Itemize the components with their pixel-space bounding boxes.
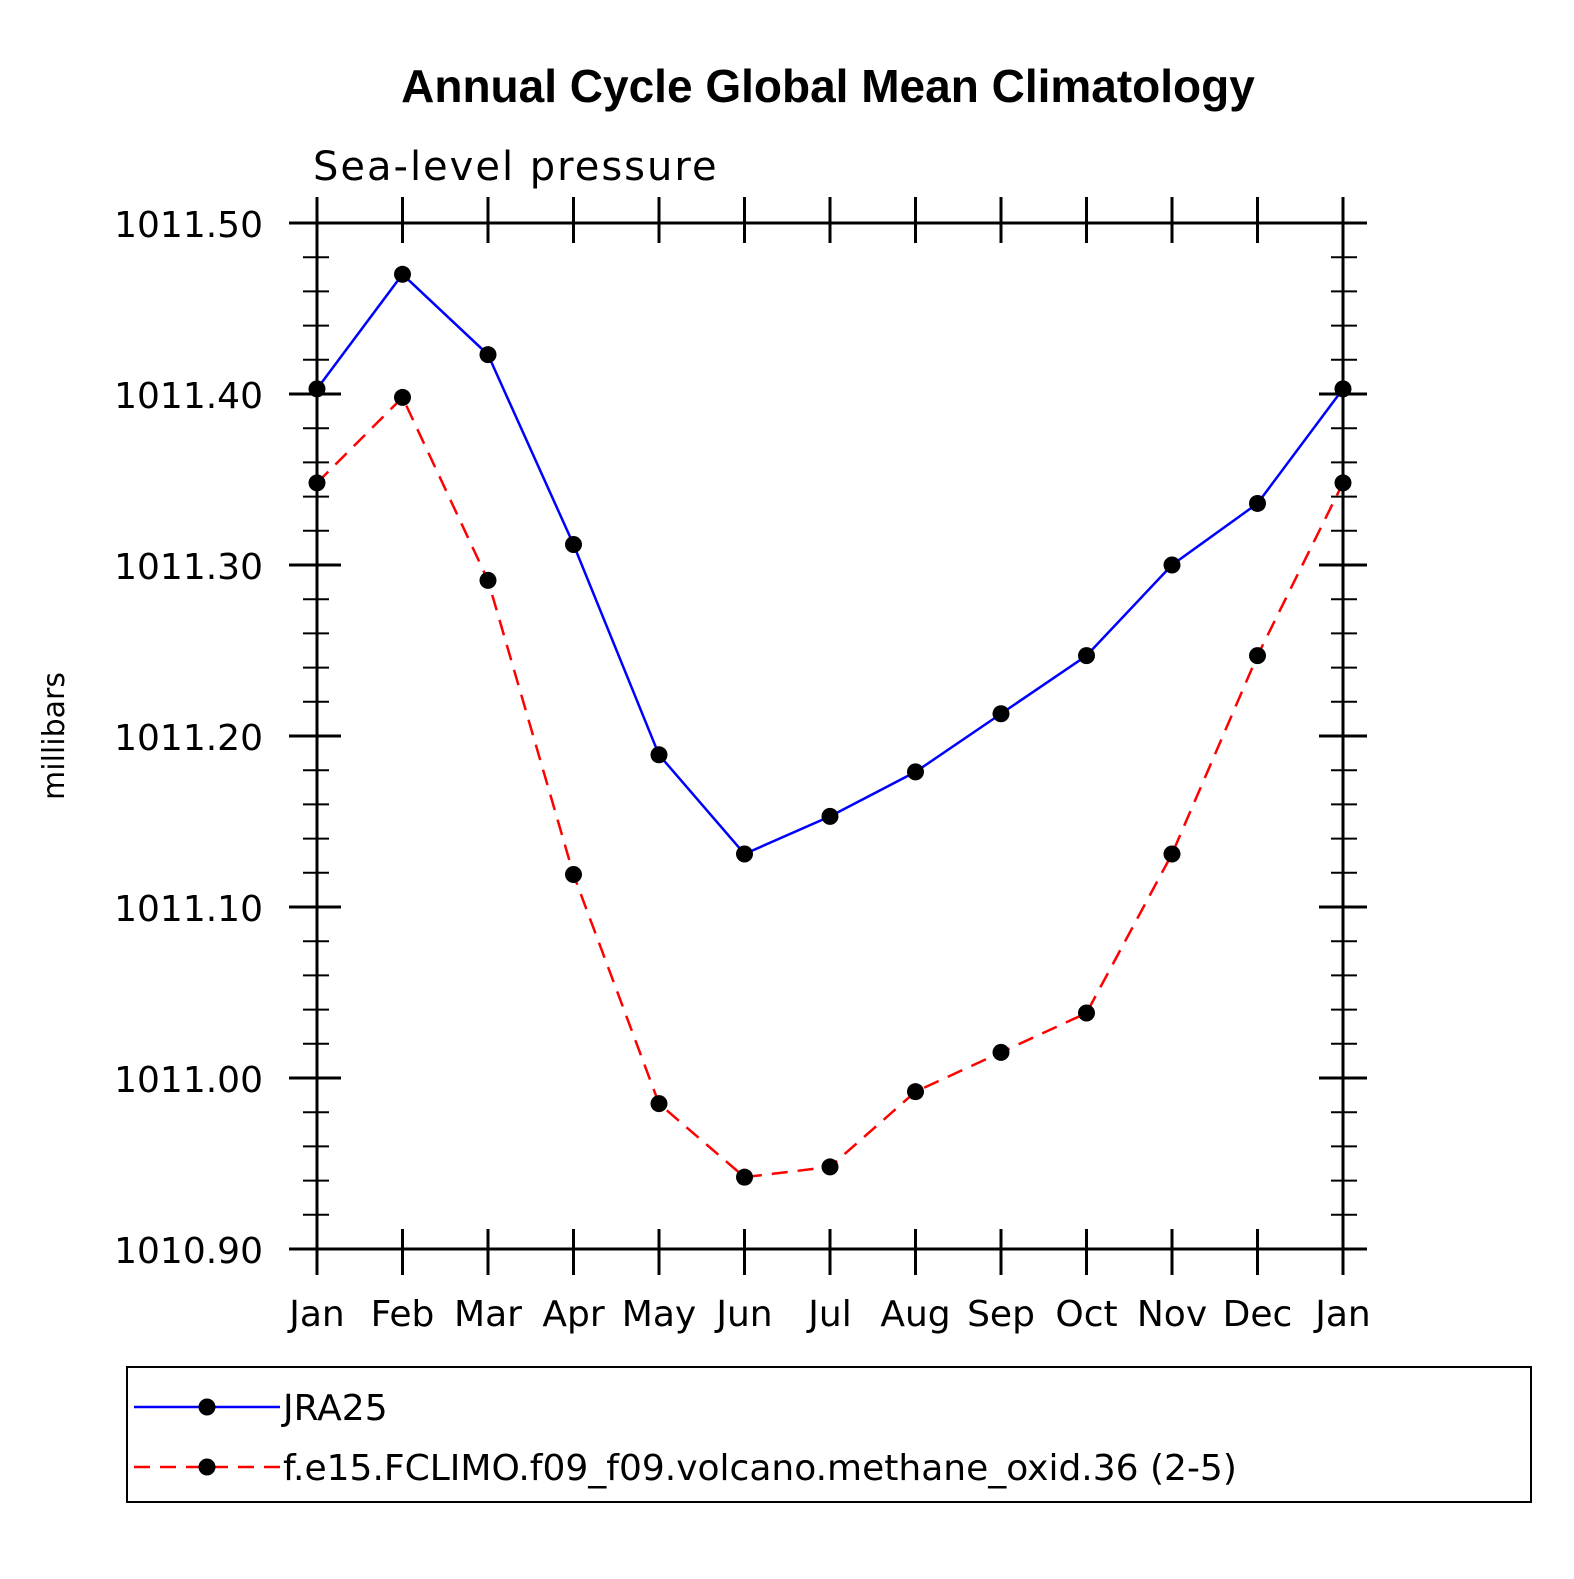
tick-marks — [289, 197, 1367, 1275]
data-point — [821, 807, 839, 825]
legend-box — [126, 1366, 1532, 1503]
data-point — [650, 746, 668, 764]
chart-title: Annual Cycle Global Mean Climatology — [401, 60, 1255, 112]
x-tick-label: Jul — [806, 1294, 851, 1335]
data-point — [992, 705, 1010, 723]
y-tick-label: 1011.50 — [114, 205, 263, 246]
data-point — [650, 1095, 668, 1113]
x-tick-label: Apr — [542, 1294, 604, 1335]
legend-swatch-marker-model — [198, 1458, 216, 1476]
legend-label-model: f.e15.FCLIMO.f09_f09.volcano.methane_oxi… — [283, 1448, 1237, 1489]
data-point — [1163, 845, 1181, 863]
data-point — [907, 763, 924, 781]
data-point — [479, 571, 497, 589]
data-point — [1334, 474, 1352, 492]
data-point — [1163, 556, 1181, 574]
y-tick-label: 1011.00 — [114, 1060, 263, 1101]
x-tick-label: Feb — [371, 1294, 435, 1335]
chart-subtitle: Sea-level pressure — [313, 144, 719, 190]
y-tick-label: 1011.40 — [114, 376, 263, 417]
data-point — [992, 1043, 1010, 1061]
data-point — [821, 1158, 839, 1176]
x-tick-labels: Jan Feb Mar Apr May Jun Jul Aug Sep Oct Nov Dec Jan — [287, 1294, 1371, 1335]
x-tick-label: Jan — [1313, 1294, 1371, 1335]
data-point — [394, 388, 411, 406]
series-line — [315, 272, 1345, 856]
y-tick-labels: 1010.90 1011.00 1011.10 1011.20 1011.30 1011.… — [114, 205, 263, 1272]
y-tick-label: 1011.10 — [114, 889, 263, 930]
data-point — [1249, 647, 1266, 665]
data-point — [394, 265, 411, 283]
data-point — [1334, 380, 1352, 398]
y-tick-label: 1011.20 — [114, 718, 263, 759]
data-point — [1078, 1004, 1095, 1022]
plot-frame — [315, 221, 1345, 1251]
x-tick-label: Jun — [714, 1294, 772, 1335]
x-tick-label: Mar — [454, 1294, 522, 1335]
x-tick-label: Nov — [1137, 1294, 1207, 1335]
data-point — [736, 845, 753, 863]
x-tick-label: Aug — [880, 1294, 950, 1335]
x-tick-label: Oct — [1055, 1294, 1117, 1335]
x-tick-label: May — [622, 1294, 696, 1335]
y-axis-label: millibars — [37, 672, 72, 800]
data-point — [479, 346, 497, 364]
x-tick-label: Dec — [1223, 1294, 1293, 1335]
data-point — [308, 380, 326, 398]
x-tick-label: Jan — [287, 1294, 345, 1335]
data-point — [1249, 494, 1266, 512]
legend: JRA25 f.e15.FCLIMO.f09_f09.volcano.metha… — [126, 1366, 1532, 1503]
x-tick-label: Sep — [967, 1294, 1035, 1335]
data-point — [1078, 647, 1095, 665]
series-layer — [308, 265, 1352, 1186]
legend-label-jra25: JRA25 — [281, 1388, 388, 1429]
data-point — [736, 1168, 753, 1186]
data-point — [565, 866, 582, 884]
y-tick-label: 1011.30 — [114, 547, 263, 588]
data-point — [308, 474, 326, 492]
y-tick-label: 1010.90 — [114, 1231, 263, 1272]
data-point — [907, 1083, 924, 1101]
legend-swatch-marker-jra25 — [198, 1398, 216, 1416]
series-line — [316, 395, 1345, 1179]
data-point — [565, 535, 582, 553]
